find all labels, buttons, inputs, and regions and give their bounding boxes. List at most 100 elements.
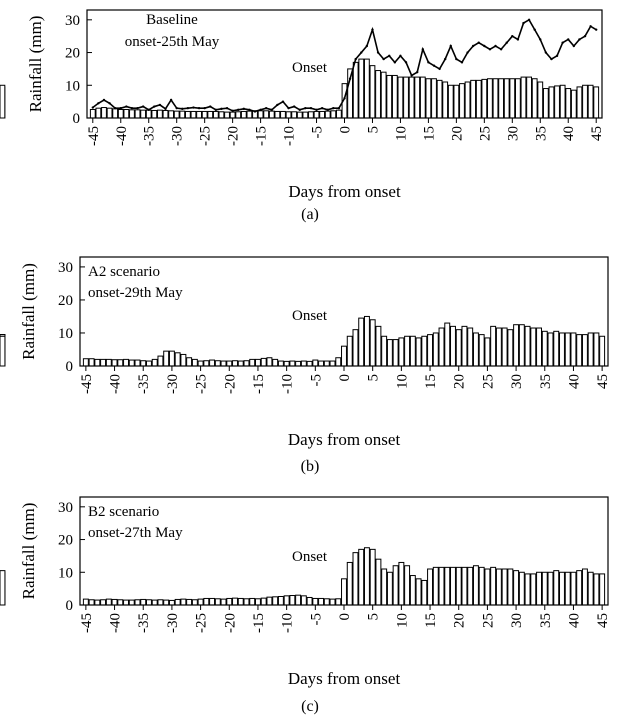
bar <box>266 357 273 367</box>
bar <box>123 358 129 367</box>
bar <box>490 325 497 367</box>
bar <box>375 70 381 119</box>
line-point <box>326 108 329 112</box>
bar <box>88 358 95 367</box>
line-point <box>141 105 145 108</box>
bar <box>168 599 175 606</box>
bar <box>209 597 216 606</box>
bar <box>547 332 554 367</box>
bar <box>495 568 502 606</box>
line-point <box>589 25 592 28</box>
bar <box>296 111 303 119</box>
x-axis-title: Days from onset <box>288 430 401 449</box>
x-tick-label: 30 <box>509 613 525 628</box>
bar <box>212 110 219 119</box>
bar <box>475 79 482 119</box>
bar <box>100 599 107 606</box>
bar <box>134 359 141 367</box>
bar <box>492 78 499 119</box>
bar <box>162 109 169 119</box>
bar <box>140 360 147 367</box>
bar <box>218 111 225 119</box>
bar <box>220 598 227 606</box>
bar <box>111 359 118 367</box>
bar <box>526 76 532 119</box>
bar <box>536 327 543 367</box>
x-tick-label: -10 <box>282 126 298 146</box>
bar <box>229 111 236 119</box>
bar <box>101 107 107 119</box>
line-point <box>477 41 480 44</box>
line-point <box>91 106 95 109</box>
bar <box>363 58 370 119</box>
line-point <box>583 34 587 38</box>
bar <box>391 74 398 119</box>
bar <box>173 110 180 119</box>
line-point <box>125 105 128 108</box>
bar <box>151 358 158 367</box>
scenario-label: B2 scenario <box>88 504 159 520</box>
bar <box>237 597 244 606</box>
bar <box>352 61 359 119</box>
bar <box>593 573 600 606</box>
bar <box>375 558 382 606</box>
bar <box>531 78 538 119</box>
bar <box>134 109 141 119</box>
y-axis-title: Rainfall (mm) <box>19 263 38 360</box>
line-point <box>348 77 352 80</box>
bar <box>291 111 298 119</box>
bar <box>436 79 443 119</box>
bar <box>312 359 319 367</box>
x-axis-title: Days from onset <box>288 182 401 201</box>
bar <box>226 360 233 367</box>
line-point <box>231 109 234 113</box>
bar <box>484 337 491 367</box>
bar <box>203 597 210 606</box>
bar <box>455 566 462 606</box>
line-point <box>242 107 246 111</box>
bar <box>444 566 451 606</box>
bar <box>123 599 129 606</box>
x-tick-label: 45 <box>595 613 611 628</box>
bar <box>123 108 130 119</box>
onset-annotation: Onset <box>292 308 328 324</box>
bar <box>249 597 256 606</box>
bar <box>306 360 313 367</box>
bar <box>257 110 264 119</box>
bar <box>224 111 230 119</box>
line-point <box>203 106 206 110</box>
bar <box>509 78 516 119</box>
bar <box>576 334 583 367</box>
bar <box>425 78 432 119</box>
line-point <box>119 106 122 110</box>
x-tick-label: -25 <box>198 126 214 146</box>
bar <box>0 335 6 367</box>
bar <box>329 360 336 367</box>
bar <box>587 571 594 606</box>
x-tick-label: 10 <box>393 126 409 141</box>
bar <box>117 599 124 606</box>
bar <box>363 315 370 367</box>
bar <box>184 110 191 119</box>
y-tick-label: 20 <box>58 533 73 549</box>
bar <box>599 573 606 606</box>
x-tick-label: 45 <box>595 374 611 389</box>
bar <box>442 81 449 119</box>
line-point <box>259 108 262 112</box>
x-tick-label: -5 <box>308 374 324 387</box>
bar <box>186 598 193 606</box>
bar <box>163 599 170 606</box>
line-point <box>438 67 441 71</box>
bar <box>472 565 479 606</box>
bar <box>427 568 434 606</box>
line-point <box>427 61 430 64</box>
bar <box>472 332 479 367</box>
line-point <box>237 108 240 112</box>
bar <box>358 58 365 119</box>
bar <box>323 598 330 606</box>
bar <box>260 357 267 367</box>
bar <box>386 571 393 606</box>
bar <box>117 108 124 119</box>
bar <box>346 561 353 606</box>
x-tick-label: 15 <box>421 126 437 141</box>
